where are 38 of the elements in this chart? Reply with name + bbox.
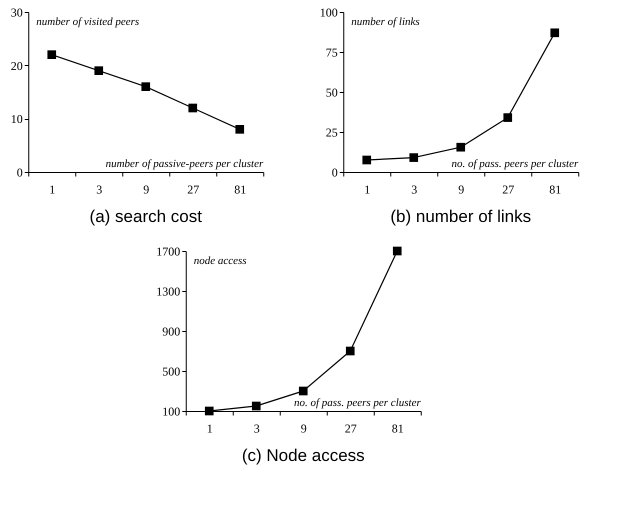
x-axis-title: no. of pass. peers per cluster <box>294 397 422 409</box>
x-tick-label: 81 <box>234 182 246 196</box>
x-tick-label: 81 <box>549 182 562 196</box>
y-axis-title: number of links <box>351 16 420 28</box>
x-tick-label: 9 <box>300 422 307 436</box>
x-tick-label: 9 <box>143 182 150 196</box>
x-axis-title: no. of pass. peers per cluster <box>451 158 579 170</box>
y-tick-label: 100 <box>162 404 180 418</box>
x-axis-title: number of passive-peers per cluster <box>106 158 264 170</box>
y-axis-title: node access <box>194 255 247 267</box>
y-tick-label: 100 <box>320 6 338 20</box>
text: (b) number of links <box>390 207 532 226</box>
y-tick-label: 0 <box>16 166 23 180</box>
y-tick-label: 1700 <box>156 244 180 258</box>
y-tick-label: 1300 <box>156 284 180 298</box>
x-tick-label: 27 <box>502 182 514 196</box>
y-tick-label: 0 <box>332 166 338 180</box>
x-tick-label: 3 <box>96 182 102 196</box>
y-tick-label: 50 <box>326 86 338 100</box>
x-tick-label: 1 <box>206 422 213 436</box>
y-tick-label: 20 <box>10 58 23 73</box>
x-tick-label: 27 <box>344 422 357 436</box>
x-tick-label: 1 <box>364 182 370 196</box>
x-tick-label: 3 <box>254 422 260 436</box>
text: (a) search cost <box>90 207 202 226</box>
x-tick-label: 27 <box>187 182 200 196</box>
y-tick-label: 10 <box>10 112 23 126</box>
x-tick-label: 81 <box>392 422 404 436</box>
x-tick-label: 1 <box>49 182 56 196</box>
y-tick-label: 30 <box>10 6 23 20</box>
y-tick-label: 900 <box>162 324 180 338</box>
y-tick-label: 25 <box>326 126 338 140</box>
text: (c) Node access <box>242 446 365 465</box>
x-tick-label: 3 <box>411 182 418 196</box>
y-axis-title: number of visited peers <box>36 16 140 28</box>
y-tick-label: 500 <box>162 364 180 378</box>
x-tick-label: 9 <box>458 182 464 196</box>
y-tick-label: 75 <box>326 46 338 60</box>
